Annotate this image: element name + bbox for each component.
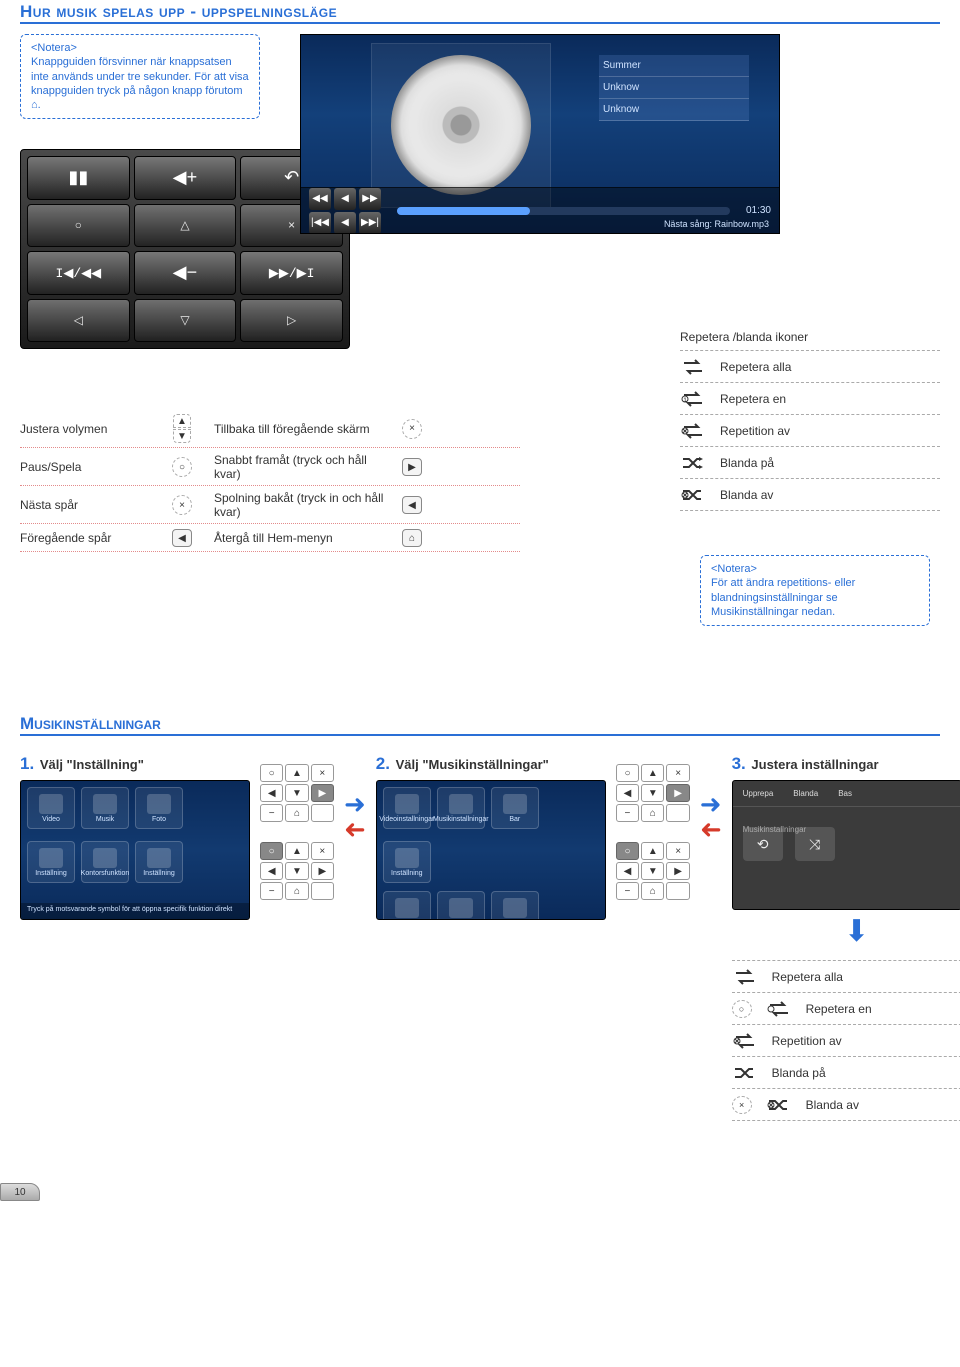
menu-icon[interactable]: Foto bbox=[135, 787, 183, 829]
swap-arrows-icon: ➜ ➜ bbox=[344, 754, 366, 840]
note-box-2: <Notera> För att ändra repetitions- elle… bbox=[700, 555, 930, 626]
pb-vol-icon[interactable]: ◀ bbox=[334, 212, 356, 234]
s3-tab[interactable]: Bas bbox=[838, 789, 852, 798]
legend-label: Återgå till Hem-menyn bbox=[214, 531, 384, 545]
track-row: Unknow bbox=[599, 99, 749, 121]
pb-mute-icon[interactable]: ◀ bbox=[334, 188, 356, 210]
menu-icon[interactable]: Kontorsfunktion bbox=[81, 841, 129, 883]
iconbox-title: Repetera /blanda ikoner bbox=[680, 330, 940, 344]
icon-label: Repetera alla bbox=[720, 360, 791, 374]
pb-fwd-icon[interactable]: ▶▶ bbox=[359, 188, 381, 210]
icon-label: Repetera alla bbox=[772, 970, 843, 984]
legend-label: Paus/Spela bbox=[20, 460, 150, 474]
step2-title: 2. Välj "Musikinställningar" bbox=[376, 754, 606, 774]
legend-label: Föregående spår bbox=[20, 531, 150, 545]
panel-pause[interactable]: ▮▮ bbox=[27, 156, 130, 200]
repeat-shuffle-icons-2: Repetera alla ○Repetera en Repetition av… bbox=[732, 960, 960, 1121]
button-legend: Justera volymen ▲▼ Tillbaka till föregåe… bbox=[20, 409, 520, 552]
keypad-guide: ○▲× ◀▼▶ −⌂ bbox=[260, 764, 334, 822]
icon-label: Blanda på bbox=[772, 1066, 826, 1080]
panel-volup[interactable]: ◀+ bbox=[134, 156, 237, 200]
note2-text: För att ändra repetitions- eller blandni… bbox=[711, 577, 855, 618]
pb-rew-icon[interactable]: ◀◀ bbox=[309, 188, 331, 210]
menu-icon[interactable]: Musik bbox=[81, 787, 129, 829]
step3-title: 3. Justera inställningar bbox=[732, 754, 960, 774]
icon-label: Repetera en bbox=[720, 392, 786, 406]
s3-tab[interactable]: Blanda bbox=[793, 789, 818, 798]
menu-bar-text: Tryck på motsvarande symbol för att öppn… bbox=[21, 903, 249, 919]
repeat-all-icon bbox=[680, 358, 706, 376]
menu-screenshot-3: Upprepa Blanda Bas Musikinstallningar ⟲ … bbox=[732, 780, 960, 910]
swap-arrows-icon: ➜ ➜ bbox=[700, 754, 722, 840]
icon-label: Blanda av bbox=[720, 488, 773, 502]
menu-icon[interactable]: Video bbox=[27, 787, 75, 829]
next-song-label: Nästa sång: Rainbow.mp3 bbox=[664, 219, 769, 229]
shuffle-on-icon bbox=[732, 1064, 758, 1082]
legend-label: Tillbaka till föregående skärm bbox=[214, 422, 384, 436]
note2-tag: <Notera> bbox=[711, 563, 757, 575]
repeat-off-icon bbox=[680, 422, 706, 440]
s3-side-label: Musikinstallningar bbox=[743, 825, 807, 834]
menu-icon[interactable]: Inställning bbox=[135, 841, 183, 883]
repeat-all-icon bbox=[732, 968, 758, 986]
menu-icon[interactable]: Bar bbox=[491, 787, 539, 829]
icon-label: Blanda på bbox=[720, 456, 774, 470]
progress-bar[interactable] bbox=[397, 207, 730, 215]
note1-tag: <Notera> bbox=[31, 42, 77, 54]
menu-icon[interactable]: Webpar bbox=[437, 891, 485, 920]
steps-row: 1. Välj "Inställning" Video Musik Foto I… bbox=[20, 754, 940, 1121]
time-label: 01:30 bbox=[746, 205, 771, 216]
keypad-guide: ○▲× ◀▼▶ −⌂ bbox=[616, 764, 690, 822]
legend-label: Nästa spår bbox=[20, 498, 150, 512]
panel-up[interactable]: △ bbox=[134, 204, 237, 248]
menu-icon[interactable]: Inställning bbox=[383, 841, 431, 883]
menu-icon[interactable]: Inställning bbox=[27, 841, 75, 883]
page-number: 10 bbox=[20, 1181, 940, 1201]
legend-label: Spolning bakåt (tryck in och håll kvar) bbox=[214, 491, 384, 519]
menu-icon[interactable]: Bildskarmsinstallningar bbox=[383, 891, 431, 920]
note-box-1: <Notera> Knappguiden försvinner när knap… bbox=[20, 34, 260, 119]
menu-screenshot-1: Video Musik Foto Inställning Kontorsfunk… bbox=[20, 780, 250, 920]
menu-screenshot-2: Videoinstallningar Musikinstallningar Ba… bbox=[376, 780, 606, 920]
shuffle-on-icon bbox=[680, 454, 706, 472]
repeat-one-icon: 1 bbox=[680, 390, 706, 408]
panel-prev[interactable]: I◀/◀◀ bbox=[27, 251, 130, 295]
pb-next-icon[interactable]: ▶▶| bbox=[359, 212, 381, 234]
section1-title-bar: Hur musik spelas upp - uppspelningsläge bbox=[20, 0, 940, 24]
icon-label: Repetition av bbox=[772, 1034, 842, 1048]
section1-title: Hur musik spelas upp - uppspelningsläge bbox=[20, 2, 940, 22]
note1-text: Knappguiden försvinner när knappsatsen i… bbox=[31, 56, 249, 111]
keypad-guide: ○▲× ◀▼▶ −⌂ bbox=[616, 842, 690, 900]
icon-label: Repetera en bbox=[806, 1002, 872, 1016]
down-arrow-icon: ⬇ bbox=[732, 920, 960, 944]
icon-label: Repetition av bbox=[720, 424, 790, 438]
tracklist: Summer Unknow Unknow bbox=[599, 55, 749, 121]
panel-voldn[interactable]: ◀− bbox=[134, 251, 237, 295]
repeat-shuffle-icons: Repetera /blanda ikoner Repetera alla 1R… bbox=[680, 330, 940, 511]
disc-icon bbox=[391, 55, 531, 195]
track-row: Unknow bbox=[599, 77, 749, 99]
legend-label: Snabbt framåt (tryck och håll kvar) bbox=[214, 453, 384, 481]
menu-icon[interactable]: Videoinstallningar bbox=[383, 787, 431, 829]
track-row: Summer bbox=[599, 55, 749, 77]
shuffle-off-icon bbox=[766, 1096, 792, 1114]
panel-left[interactable]: ◁ bbox=[27, 299, 130, 343]
icon-label: Blanda av bbox=[806, 1098, 859, 1112]
panel-circle[interactable]: ○ bbox=[27, 204, 130, 248]
section2-title: Musikinställningar bbox=[20, 714, 940, 734]
section2-title-bar: Musikinställningar bbox=[20, 712, 940, 736]
menu-icon[interactable]: Musikinstallningar bbox=[437, 787, 485, 829]
repeat-one-icon bbox=[766, 1000, 792, 1018]
panel-down[interactable]: ▽ bbox=[134, 299, 237, 343]
shuffle-off-icon bbox=[680, 486, 706, 504]
legend-label: Justera volymen bbox=[20, 422, 150, 436]
step1-title: 1. Välj "Inställning" bbox=[20, 754, 250, 774]
repeat-off-icon bbox=[732, 1032, 758, 1050]
menu-icon[interactable]: System bbox=[491, 891, 539, 920]
pb-prev-icon[interactable]: |◀◀ bbox=[309, 212, 331, 234]
keypad-guide: ○▲× ◀▼▶ −⌂ bbox=[260, 842, 334, 900]
player-screenshot: Summer Unknow Unknow ◀◀ ◀ ▶▶ |◀◀ ◀ bbox=[300, 34, 780, 234]
s3-tab[interactable]: Upprepa bbox=[743, 789, 774, 798]
